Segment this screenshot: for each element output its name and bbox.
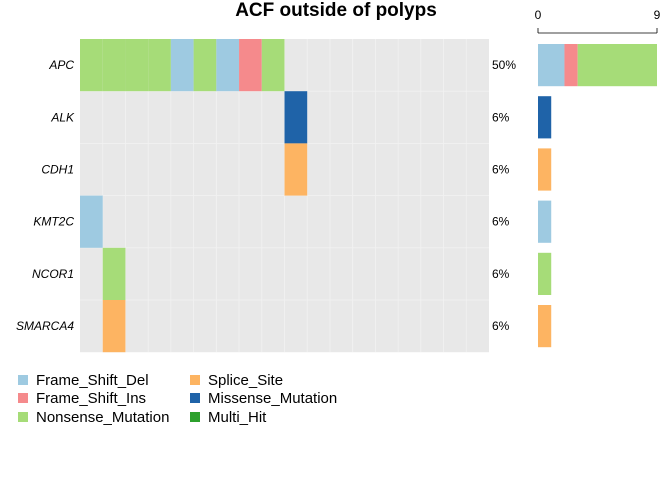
- legend-swatch-splice_site: [190, 375, 200, 385]
- side-bar-alk-missense_mutation: [538, 96, 552, 139]
- legend-label-missense_mutation: Missense_Mutation: [208, 390, 337, 407]
- mutation-cell-apc-6: [193, 39, 217, 92]
- mutation-cell-apc-9: [261, 39, 285, 92]
- side-bar-tick-label: 9: [654, 8, 661, 22]
- legend-label-frame_shift_del: Frame_Shift_Del: [36, 372, 149, 389]
- gene-label-kmt2c: KMT2C: [33, 215, 74, 229]
- mutation-cell-apc-3: [125, 39, 149, 92]
- mutation-cell-apc-1: [80, 39, 103, 92]
- percent-label-ncor1: 6%: [492, 267, 510, 281]
- legend-swatch-missense_mutation: [190, 393, 200, 403]
- mutation-cell-apc-4: [148, 39, 171, 92]
- mutation-cell-smarca4-2: [102, 300, 126, 353]
- mutation-cell-apc-5: [170, 39, 194, 92]
- gene-label-ncor1: NCOR1: [32, 267, 74, 281]
- percent-label-apc: 50%: [492, 58, 516, 72]
- legend-label-splice_site: Splice_Site: [208, 372, 283, 389]
- chart-title: ACF outside of polyps: [235, 0, 437, 21]
- mutation-cell-alk-10: [284, 91, 308, 144]
- side-bar-apc-frame_shift_del: [538, 44, 565, 87]
- side-bar-apc-frame_shift_ins: [564, 44, 578, 87]
- gene-label-cdh1: CDH1: [41, 163, 74, 177]
- legend-swatch-frame_shift_del: [18, 375, 28, 385]
- mutation-cell-kmt2c-1: [80, 195, 103, 248]
- gene-labels: APC ALK CDH1 KMT2C NCOR1 SMARCA4: [16, 58, 75, 333]
- percent-label-alk: 6%: [492, 110, 510, 124]
- side-bar-apc-nonsense_mutation: [577, 44, 657, 87]
- side-bar-smarca4-splice_site: [538, 305, 552, 348]
- mutation-cell-apc-7: [216, 39, 240, 92]
- legend-swatch-multi_hit: [190, 412, 200, 422]
- legend-label-multi_hit: Multi_Hit: [208, 409, 267, 426]
- percent-label-cdh1: 6%: [492, 163, 510, 177]
- side-bar-cdh1-splice_site: [538, 148, 552, 191]
- legend-label-frame_shift_ins: Frame_Shift_Ins: [36, 390, 146, 407]
- oncoplot-grid: [80, 39, 489, 353]
- mutation-cell-ncor1-2: [102, 247, 126, 300]
- legend-swatch-nonsense_mutation: [18, 412, 28, 422]
- side-bar-ncor1-nonsense_mutation: [538, 252, 552, 295]
- gene-label-smarca4: SMARCA4: [16, 319, 74, 333]
- gene-label-apc: APC: [48, 58, 74, 72]
- legend-swatch-frame_shift_ins: [18, 393, 28, 403]
- percent-label-smarca4: 6%: [492, 319, 510, 333]
- percent-labels: 50% 6% 6% 6% 6% 6%: [492, 58, 516, 333]
- mutation-cell-cdh1-10: [284, 143, 308, 196]
- side-bar-tick-label: 0: [535, 8, 542, 22]
- percent-label-kmt2c: 6%: [492, 215, 510, 229]
- gene-label-alk: ALK: [50, 110, 75, 124]
- side-bar-kmt2c-frame_shift_del: [538, 200, 552, 243]
- mutation-cell-apc-2: [102, 39, 126, 92]
- legend-label-nonsense_mutation: Nonsense_Mutation: [36, 409, 169, 426]
- mutation-cell-apc-8: [239, 39, 262, 92]
